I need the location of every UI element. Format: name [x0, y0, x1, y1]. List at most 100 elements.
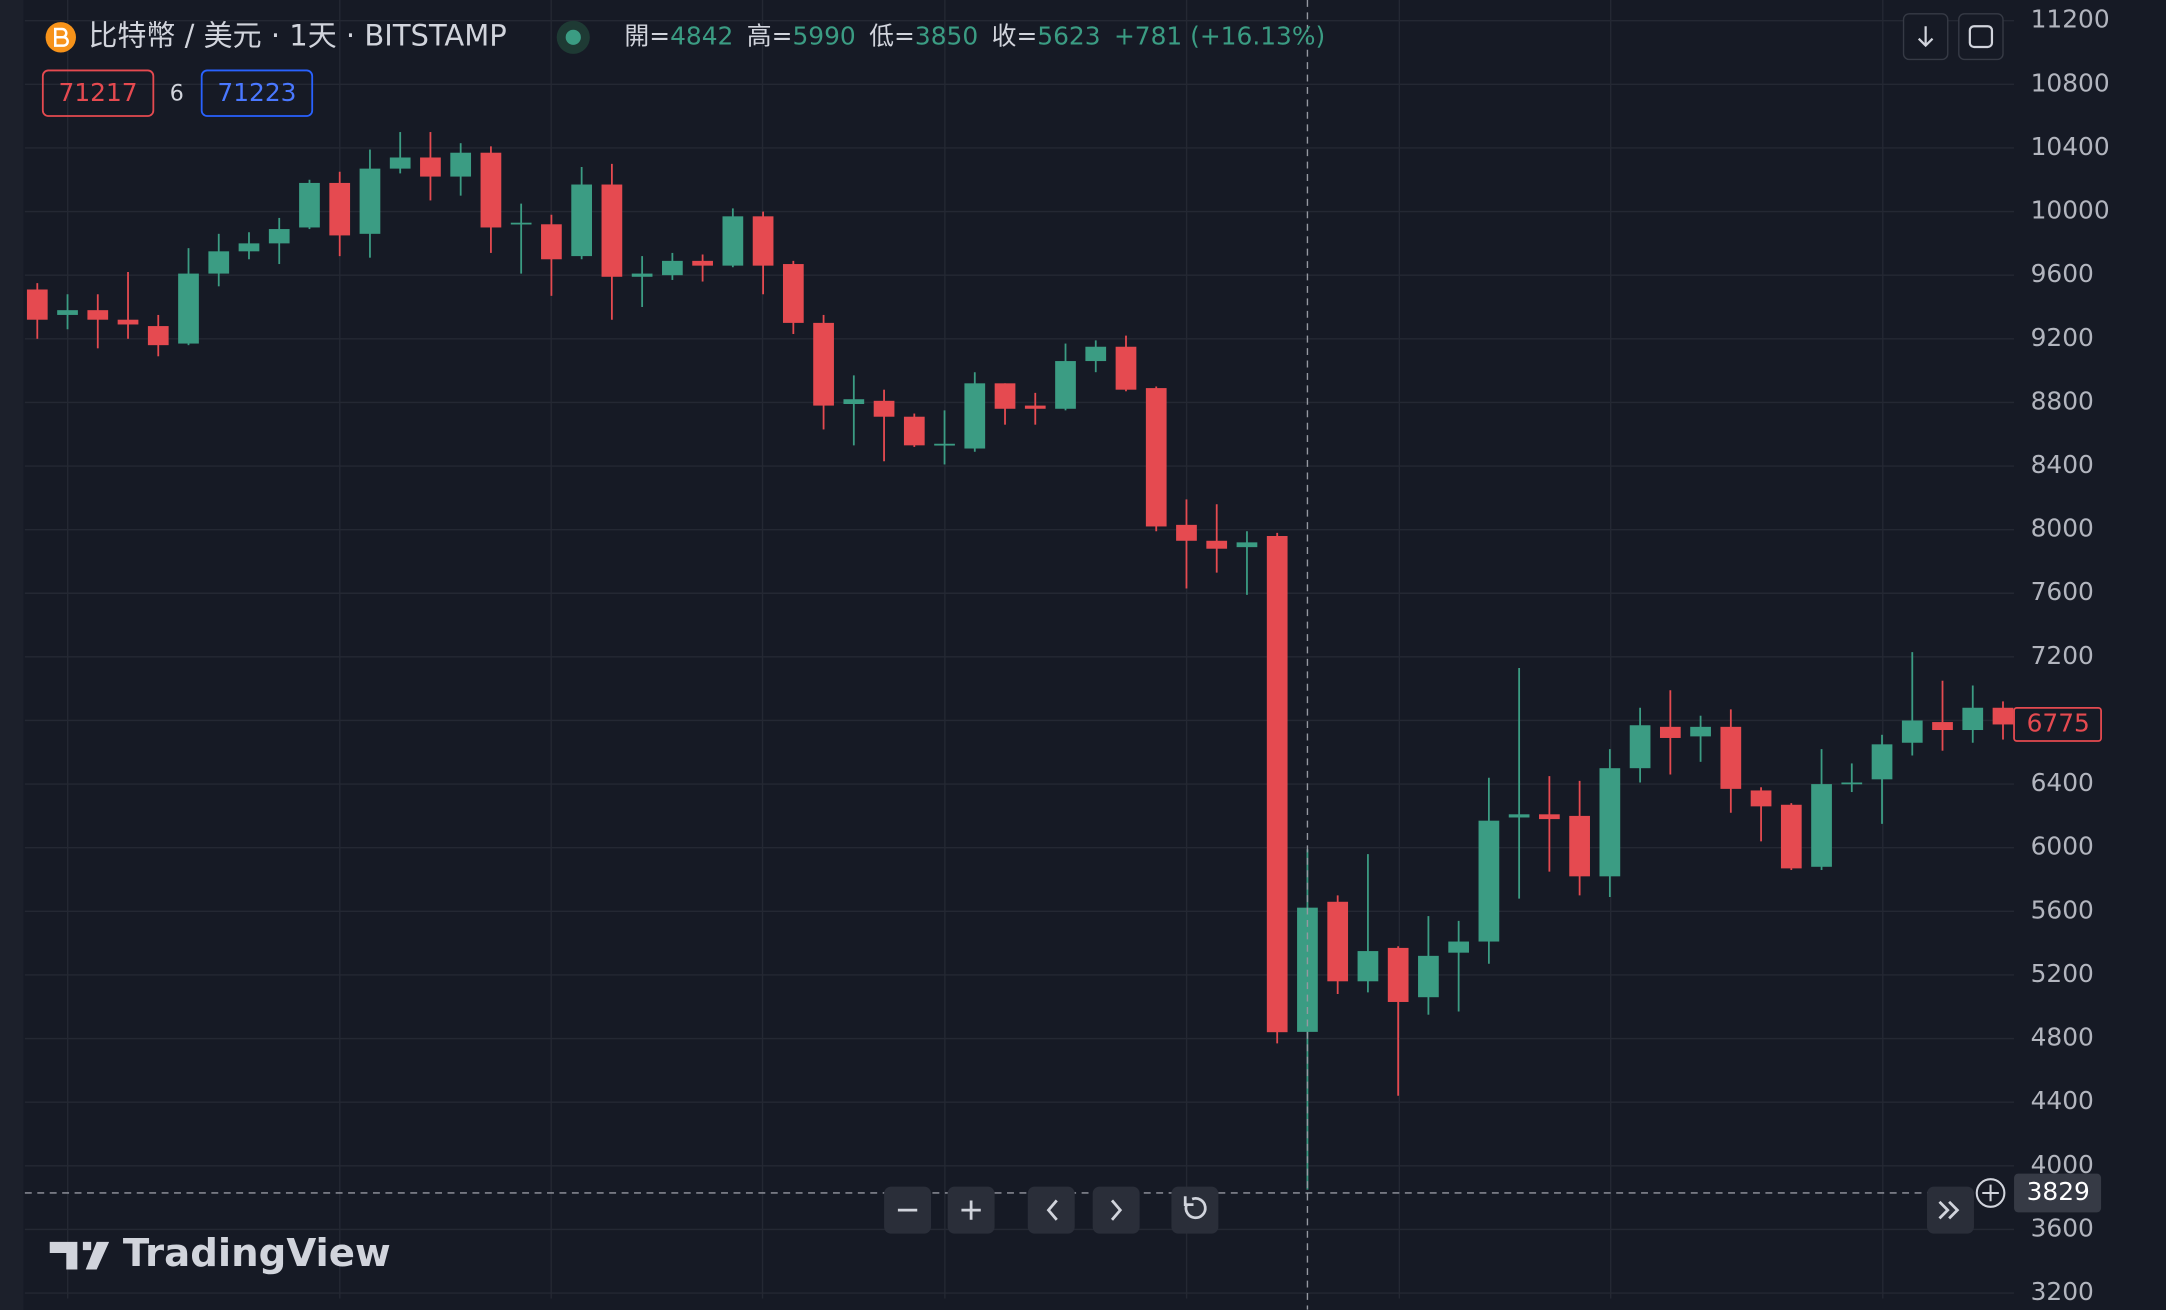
download-icon — [1917, 26, 1934, 48]
y-tick-label: 8800 — [2031, 386, 2094, 415]
candle-body — [1811, 784, 1832, 867]
candle-body — [1266, 535, 1288, 1033]
legend-label: 高= — [747, 21, 793, 50]
candle-body — [903, 416, 925, 446]
candle-body — [1418, 955, 1439, 998]
y-tick-label: 3600 — [2031, 1213, 2094, 1242]
scroll-to-end-button[interactable] — [1927, 1186, 1974, 1234]
candles — [26, 132, 2014, 1190]
candle-body — [662, 260, 683, 276]
spread: 6 — [170, 80, 184, 106]
candle-body — [1478, 820, 1500, 942]
y-tick-label: 4400 — [2031, 1086, 2094, 1115]
ask-price[interactable]: 71223 — [217, 78, 296, 107]
scroll-right-button[interactable] — [1092, 1186, 1140, 1234]
candle-body — [268, 229, 290, 244]
y-tick-label: 8000 — [2031, 514, 2094, 543]
candle-body — [1115, 346, 1137, 390]
candle-body — [752, 216, 774, 266]
candle-body — [813, 322, 834, 406]
candle-body — [873, 400, 895, 417]
candle-body — [510, 222, 532, 225]
reset-button[interactable] — [1171, 1186, 1219, 1234]
candle-body — [934, 443, 955, 446]
candle-body — [1448, 941, 1470, 953]
candle-body — [1750, 790, 1772, 807]
candle-body — [359, 168, 381, 234]
candle-body — [571, 184, 593, 257]
scroll-to-end-icon — [1938, 1200, 1960, 1220]
symbol-title: 比特幣 / 美元 · 1天 · BITSTAMP — [88, 18, 506, 52]
ohlc-legend: 開=4842 高=5990 低=3850 收=5623 +781 (+16.13… — [624, 21, 1325, 50]
candle-body — [1780, 804, 1802, 869]
candle-body — [389, 157, 411, 169]
candle-body — [1871, 744, 1893, 780]
coin-icon-mark — [54, 27, 69, 47]
scroll-right-icon — [1110, 1199, 1123, 1221]
legend-value: 5623 — [1037, 21, 1100, 50]
candle-body — [1932, 722, 1953, 731]
candle-body — [480, 152, 502, 228]
candle-body — [1629, 725, 1651, 769]
candle-body — [1206, 540, 1228, 549]
candle-body — [329, 182, 351, 236]
candle-body — [631, 273, 653, 277]
y-tick-label: 4800 — [2031, 1023, 2094, 1052]
bid-price[interactable]: 71217 — [59, 78, 138, 107]
candle-body — [692, 260, 713, 266]
candle-body — [843, 399, 865, 404]
candle-body — [1508, 814, 1530, 818]
candle-body — [1387, 947, 1409, 1002]
y-tick-label: 11200 — [2031, 5, 2110, 34]
candle-body — [87, 310, 109, 320]
zoom-in-icon — [961, 1200, 981, 1220]
y-tick-label: 6400 — [2031, 768, 2094, 797]
candle-body — [1024, 405, 1046, 409]
candle-body — [208, 251, 230, 274]
crosshair-price-box — [2014, 1173, 2102, 1213]
candle-body — [1901, 720, 1923, 743]
candle-body — [1720, 726, 1742, 789]
y-tick-label: 9600 — [2031, 259, 2094, 288]
candle-body — [964, 383, 986, 449]
legend-change: +781 — [1114, 21, 1182, 50]
y-tick-label: 9200 — [2031, 323, 2094, 352]
left-edge — [0, 0, 24, 1310]
candle-body — [1962, 707, 1984, 731]
legend-value: 4842 — [670, 21, 733, 50]
legend-value: 3850 — [915, 21, 978, 50]
candle-body — [1327, 901, 1349, 982]
y-tick-label: 5200 — [2031, 959, 2094, 988]
candle-body — [1690, 726, 1711, 737]
y-tick-label: 3200 — [2031, 1277, 2094, 1306]
legend-label: 低= — [869, 21, 915, 50]
candle-body — [238, 243, 260, 252]
buy-button[interactable] — [200, 69, 314, 117]
add-alert-icon — [1982, 1184, 1999, 1202]
candle-body — [1085, 346, 1107, 362]
y-tick-label: 10800 — [2031, 68, 2110, 97]
candle-body — [1357, 951, 1379, 982]
candle-body — [541, 224, 562, 260]
candle-body — [722, 216, 744, 266]
sell-button[interactable] — [41, 69, 155, 117]
y-tick-label: 10400 — [2031, 132, 2110, 161]
candle-body — [178, 273, 199, 344]
y-tick-label: 10000 — [2031, 196, 2110, 225]
y-tick-label: 8400 — [2031, 450, 2094, 479]
brand-logo — [49, 1241, 110, 1270]
candle-body — [299, 182, 320, 228]
candle-body — [1236, 542, 1258, 548]
candle-body — [117, 319, 139, 325]
fullscreen-button[interactable] — [1958, 13, 2004, 61]
market-status-dot — [565, 29, 581, 45]
candle-body — [1659, 726, 1681, 738]
candle-body — [26, 289, 48, 320]
overlay: 11200 10800 10400 10000 9600 9200 8800 8400 8000… — [24, 0, 2110, 1310]
fullscreen-icon — [1968, 25, 1994, 49]
candle-body — [782, 264, 804, 323]
candle-body — [1992, 707, 2014, 725]
scroll-left-button[interactable] — [1027, 1186, 1075, 1234]
